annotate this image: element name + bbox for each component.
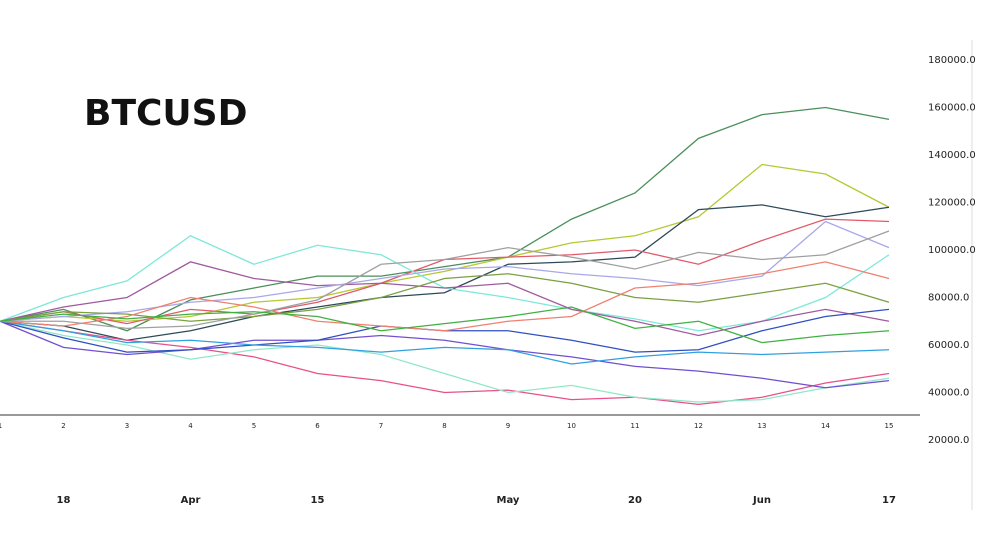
x-tick-label: 9 xyxy=(506,422,510,430)
date-tick-label: Apr xyxy=(181,495,201,506)
series-line xyxy=(0,320,890,406)
x-tick-label: 13 xyxy=(758,422,767,430)
series-line xyxy=(0,106,890,332)
series-line xyxy=(0,273,890,322)
series-line xyxy=(0,230,890,330)
x-tick-label: 7 xyxy=(379,422,383,430)
series-line xyxy=(0,320,890,403)
series-line xyxy=(0,163,890,322)
chart-title: BTCUSD xyxy=(84,93,247,134)
series-line xyxy=(0,320,890,389)
y-tick-label: 20000.0 xyxy=(928,435,969,446)
x-tick-label: 5 xyxy=(252,422,256,430)
series-line xyxy=(0,306,890,344)
series-line xyxy=(0,235,890,332)
x-tick-label: 6 xyxy=(315,422,320,430)
x-tick-label: 11 xyxy=(631,422,640,430)
series-line xyxy=(0,261,890,332)
series-line xyxy=(0,220,890,322)
x-tick-label: 8 xyxy=(442,422,446,430)
y-tick-label: 80000.0 xyxy=(928,293,969,304)
y-tick-label: 120000.0 xyxy=(928,198,976,209)
date-tick-label: 20 xyxy=(628,495,642,506)
y-tick-label: 160000.0 xyxy=(928,103,976,114)
y-tick-label: 180000.0 xyxy=(928,55,976,66)
x-tick-label: 1 xyxy=(0,422,2,430)
x-tick-label: 4 xyxy=(188,422,193,430)
x-tick-label: 12 xyxy=(694,422,703,430)
series-line xyxy=(0,204,890,341)
date-tick-label: 17 xyxy=(882,495,896,506)
date-tick-label: May xyxy=(497,495,520,506)
x-tick-label: 3 xyxy=(125,422,129,430)
x-tick-label: 14 xyxy=(821,422,830,430)
date-tick-label: 18 xyxy=(57,495,71,506)
x-tick-label: 15 xyxy=(885,422,894,430)
series-line xyxy=(0,320,890,365)
series-line xyxy=(0,261,890,337)
x-tick-label: 10 xyxy=(567,422,576,430)
y-tick-label: 40000.0 xyxy=(928,388,969,399)
x-tick-label: 2 xyxy=(61,422,65,430)
y-tick-label: 140000.0 xyxy=(928,150,976,161)
y-tick-label: 60000.0 xyxy=(928,340,969,351)
date-tick-label: 15 xyxy=(311,495,325,506)
y-tick-label: 100000.0 xyxy=(928,245,976,256)
date-tick-label: Jun xyxy=(752,495,771,506)
